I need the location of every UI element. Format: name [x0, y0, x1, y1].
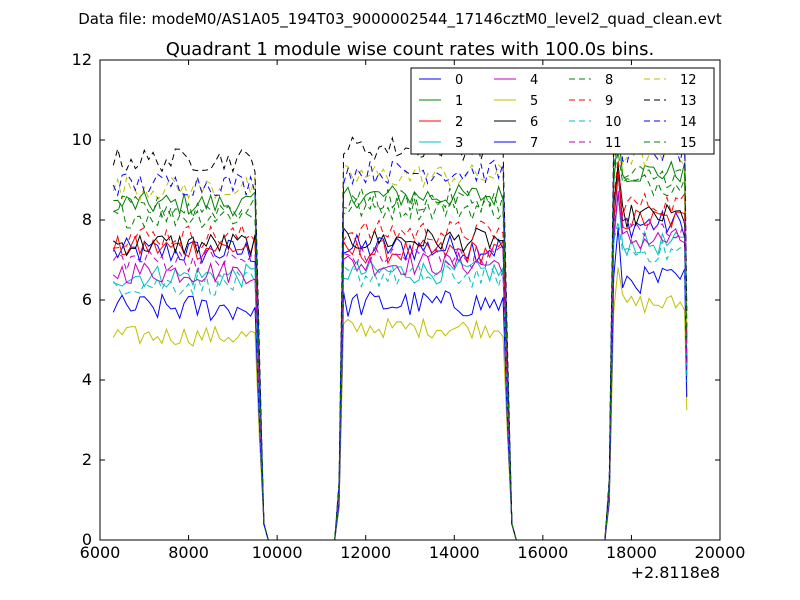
x-tick-label: 12000 [340, 543, 391, 562]
series-line-12 [112, 117, 688, 541]
y-tick-label: 4 [82, 370, 92, 389]
x-tick-label: 18000 [606, 543, 657, 562]
series-line-10 [112, 221, 688, 541]
legend-label-2: 2 [455, 115, 463, 130]
legend-label-8: 8 [605, 73, 613, 88]
legend-label-6: 6 [530, 115, 538, 130]
legend-label-7: 7 [530, 136, 538, 151]
x-tick-label: 8000 [168, 543, 209, 562]
series-line-14 [112, 105, 688, 541]
legend-label-13: 13 [680, 94, 697, 109]
series-line-3 [113, 194, 688, 541]
axis-ticks: 6000 8000 10000 12000 14000 16000 18000 20000 0 2… [72, 50, 746, 562]
legend-box [410, 67, 715, 155]
y-tick-label: 0 [82, 530, 92, 549]
legend-label-10: 10 [605, 115, 622, 130]
chart-title: Quadrant 1 module wise count rates with … [166, 39, 655, 60]
x-tick-label: 16000 [517, 543, 568, 562]
series-line-2 [112, 170, 688, 541]
x-offset-label: +2.8118e8 [631, 563, 720, 582]
series-line-6 [112, 164, 688, 541]
series-line-8 [113, 151, 688, 541]
series-line-9 [113, 159, 688, 541]
legend-label-3: 3 [455, 136, 463, 151]
legend-label-4: 4 [530, 73, 538, 88]
legend-label-14: 14 [680, 115, 697, 130]
y-tick-label: 2 [82, 450, 92, 469]
series-line-4 [112, 190, 688, 541]
suptitle: Data file: modeM0/AS1A05_194T03_90000025… [78, 10, 722, 29]
legend-label-11: 11 [605, 136, 622, 151]
series-line-7 [112, 227, 688, 541]
legend-label-0: 0 [455, 73, 463, 88]
legend-label-9: 9 [605, 94, 613, 109]
legend-label-5: 5 [530, 94, 538, 109]
legend-label-12: 12 [680, 73, 697, 88]
y-tick-label: 8 [82, 210, 92, 229]
x-tick-label: 20000 [695, 543, 746, 562]
x-tick-label: 6000 [80, 543, 121, 562]
x-tick-label: 14000 [429, 543, 480, 562]
legend-label-1: 1 [455, 94, 463, 109]
series-line-0 [112, 174, 688, 541]
x-tick-label: 10000 [252, 543, 303, 562]
y-tick-label: 6 [82, 290, 92, 309]
legend-label-15: 15 [680, 136, 697, 151]
y-tick-label: 12 [72, 50, 92, 69]
y-tick-label: 10 [72, 130, 92, 149]
